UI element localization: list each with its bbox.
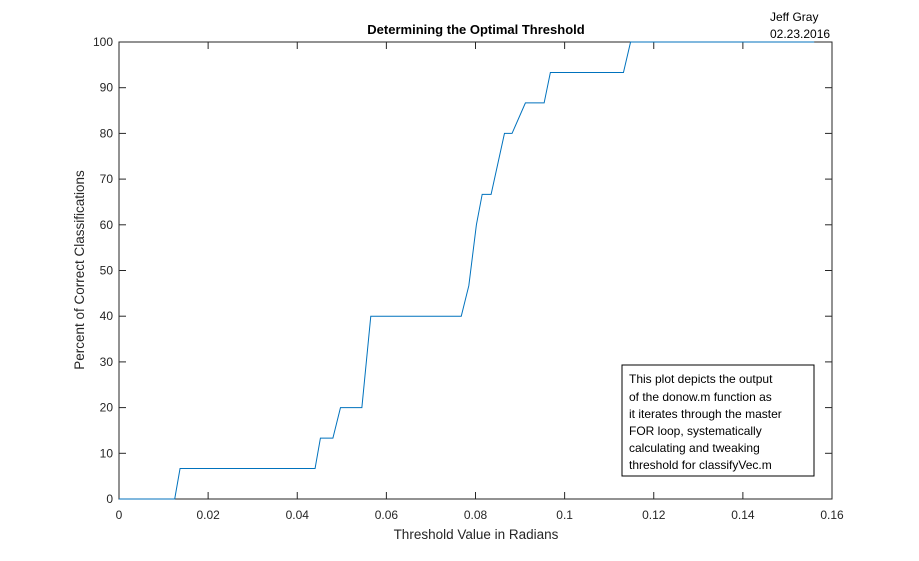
annotation-line: threshold for classifyVec.m xyxy=(629,458,772,472)
y-axis-label: Percent of Correct Classifications xyxy=(72,170,87,370)
annotation-border xyxy=(621,364,815,477)
ticks xyxy=(118,41,833,500)
y-tick-label: 50 xyxy=(100,264,114,278)
annotation-box: This plot depicts the output of the dono… xyxy=(621,364,815,477)
x-tick-label: 0.08 xyxy=(464,508,488,522)
series-line xyxy=(119,41,815,500)
y-tick-label: 60 xyxy=(100,218,114,232)
x-tick-label: 0.12 xyxy=(642,508,666,522)
annotation-line: it iterates through the master xyxy=(629,407,782,421)
chart-title: Determining the Optimal Threshold xyxy=(367,22,584,37)
x-tick-label: 0.16 xyxy=(820,508,844,522)
series-points xyxy=(118,41,815,500)
y-tick-label: 0 xyxy=(106,492,113,506)
signature-date: 02.23.2016 xyxy=(770,27,830,41)
x-axis-label: Threshold Value in Radians xyxy=(394,527,559,542)
x-tick-label: 0.06 xyxy=(375,508,399,522)
y-tick-label: 70 xyxy=(100,172,114,186)
annotation-line: This plot depicts the output xyxy=(629,372,773,386)
y-tick-label: 40 xyxy=(100,309,114,323)
y-tick-label: 80 xyxy=(100,126,114,140)
y-tick-label: 20 xyxy=(100,401,114,415)
annotation-line: FOR loop, systematically xyxy=(629,424,762,438)
annotation-line: calculating and tweaking xyxy=(629,441,760,455)
x-tick-label: 0.02 xyxy=(196,508,220,522)
y-tick-label: 30 xyxy=(100,355,114,369)
x-tick-label: 0 xyxy=(116,508,123,522)
y-tick-label: 10 xyxy=(100,446,114,460)
signature-name: Jeff Gray xyxy=(770,10,818,24)
x-tick-label: 0.1 xyxy=(556,508,573,522)
x-tick-label: 0.14 xyxy=(731,508,755,522)
y-tick-labels: 0 10 20 30 40 50 60 70 80 90 100 xyxy=(93,35,113,506)
x-tick-labels: 0 0.02 0.04 0.06 0.08 0.1 0.12 0.14 0.16 xyxy=(116,508,844,522)
annotation-line: of the donow.m function as xyxy=(629,390,772,404)
y-tick-label: 90 xyxy=(100,81,114,95)
y-tick-label: 100 xyxy=(93,35,113,49)
x-tick-label: 0.04 xyxy=(286,508,310,522)
